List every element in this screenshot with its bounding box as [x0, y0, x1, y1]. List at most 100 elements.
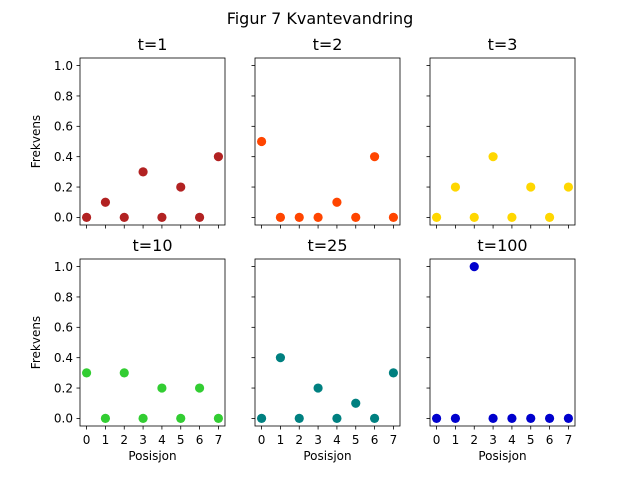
x-tick-label: 6 — [196, 433, 204, 447]
panel-title: t=25 — [307, 236, 347, 255]
x-tick-label: 5 — [527, 433, 535, 447]
x-tick-label: 3 — [489, 433, 497, 447]
axes-frame — [429, 258, 576, 427]
x-tick-label: 5 — [177, 433, 185, 447]
data-point — [119, 212, 129, 223]
y-tick-label: 0.2 — [54, 180, 73, 194]
subplot-panel: t=2 — [251, 35, 401, 229]
x-tick-label: 7 — [565, 433, 573, 447]
x-axis-label: Posisjon — [128, 449, 176, 463]
data-point — [351, 212, 361, 223]
x-tick-label: 0 — [433, 433, 441, 447]
data-point — [313, 383, 323, 393]
data-point — [369, 413, 380, 424]
data-point — [81, 368, 92, 378]
data-point — [431, 212, 442, 223]
data-point — [388, 368, 399, 378]
x-tick-label: 0 — [83, 433, 91, 447]
axes-frame — [429, 57, 576, 226]
x-tick-label: 5 — [352, 433, 360, 447]
x-tick-label: 2 — [295, 433, 303, 447]
data-point — [176, 413, 186, 424]
x-tick-label: 6 — [546, 433, 554, 447]
figure-suptitle: Figur 7 Kvantevandring — [227, 9, 414, 28]
y-tick-label: 0.6 — [54, 120, 73, 134]
data-point — [431, 413, 442, 424]
x-tick-label: 3 — [139, 433, 147, 447]
y-axis-label: Frekvens — [29, 115, 43, 168]
data-point — [544, 413, 555, 424]
subplot-panel: t=1 0.0 0.2 0.4 0.6 0.8 1.0 Frekvens — [29, 35, 226, 229]
x-axis-label: Posisjon — [478, 449, 526, 463]
subplot-panel: t=3 — [426, 35, 576, 229]
data-point — [157, 383, 167, 393]
data-point — [176, 182, 186, 192]
data-point — [119, 368, 129, 378]
data-point — [450, 413, 461, 424]
x-tick-label: 4 — [158, 433, 166, 447]
data-point — [488, 152, 498, 162]
data-point — [213, 152, 224, 162]
panel-title: t=10 — [132, 236, 172, 255]
data-point — [332, 197, 342, 207]
x-tick-label: 4 — [333, 433, 341, 447]
data-point — [351, 398, 361, 408]
data-point — [294, 413, 304, 424]
data-point — [256, 136, 267, 147]
data-point — [469, 261, 479, 272]
data-point — [100, 413, 111, 424]
data-point — [157, 212, 167, 223]
subplot-panel: t=100 0 1 2 3 4 5 6 7 Posisjon — [426, 236, 576, 463]
data-point — [450, 182, 461, 192]
subplot-panel: t=25 0 1 2 3 4 5 6 7 Posisjon — [251, 236, 401, 463]
data-point — [563, 413, 574, 424]
y-tick-label: 0.4 — [54, 150, 73, 164]
panel-title: t=1 — [138, 35, 168, 54]
x-tick-label: 6 — [371, 433, 379, 447]
data-point — [138, 413, 148, 424]
axes-frame — [254, 57, 401, 226]
x-tick-label: 1 — [277, 433, 285, 447]
data-point — [526, 413, 536, 424]
x-tick-label: 1 — [452, 433, 460, 447]
subplot-panel: t=10 0.0 0.2 0.4 0.6 0.8 1.0 0 1 2 3 4 5 6 7 Posisjon Fr… — [29, 236, 226, 463]
y-tick-label: 1.0 — [54, 260, 73, 274]
y-tick-label: 0.8 — [54, 89, 73, 103]
x-tick-label: 2 — [120, 433, 128, 447]
data-point — [194, 383, 205, 393]
y-tick-label: 0.4 — [54, 351, 73, 365]
x-axis-label: Posisjon — [303, 449, 351, 463]
data-point — [469, 212, 479, 223]
data-point — [507, 413, 517, 424]
panel-title: t=100 — [477, 236, 527, 255]
data-point — [256, 413, 267, 424]
y-tick-label: 0.8 — [54, 290, 73, 304]
x-tick-label: 0 — [258, 433, 266, 447]
x-tick-label: 3 — [314, 433, 322, 447]
y-tick-label: 0.2 — [54, 381, 73, 395]
data-point — [563, 182, 574, 192]
data-point — [526, 182, 536, 192]
data-point — [213, 413, 224, 424]
y-tick-label: 0.0 — [54, 211, 73, 225]
axes-frame — [254, 258, 401, 427]
y-axis-label: Frekvens — [29, 316, 43, 369]
data-point — [81, 212, 92, 223]
data-point — [275, 212, 286, 223]
data-point — [100, 197, 111, 207]
data-point — [544, 212, 555, 223]
data-point — [488, 413, 498, 424]
x-tick-label: 4 — [508, 433, 516, 447]
x-tick-label: 7 — [215, 433, 223, 447]
data-point — [507, 212, 517, 223]
panel-title: t=3 — [488, 35, 518, 54]
data-point — [138, 167, 148, 177]
data-point — [388, 212, 399, 223]
y-tick-label: 0.6 — [54, 321, 73, 335]
axes-frame — [79, 57, 226, 226]
data-point — [369, 152, 380, 162]
x-tick-label: 1 — [102, 433, 110, 447]
data-point — [294, 212, 304, 223]
